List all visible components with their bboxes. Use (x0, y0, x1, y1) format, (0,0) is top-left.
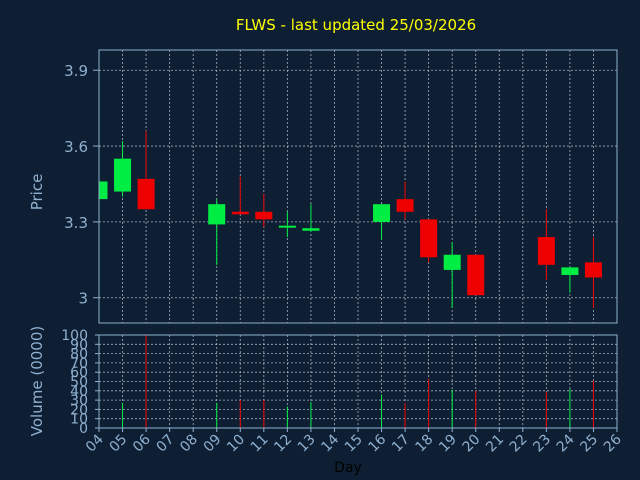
volume-tick-label: 70 (70, 356, 88, 372)
day-tick-label: 05 (106, 432, 130, 456)
day-tick-label: 18 (413, 432, 437, 456)
day-tick-label: 17 (389, 432, 413, 456)
candle-body (420, 219, 438, 258)
candles-layer (98, 130, 602, 308)
volume-bars-layer (122, 335, 594, 428)
candle (443, 242, 461, 308)
candle (373, 204, 391, 240)
x-axis-label: Day (334, 460, 362, 476)
candle (537, 209, 555, 281)
day-tick-label: 12 (271, 432, 295, 456)
day-tick-label: 20 (460, 432, 484, 456)
price-gridlines (98, 50, 618, 323)
price-tick-labels: 3 3.3 3.6 3.9 (64, 62, 99, 308)
candle-body (137, 178, 155, 210)
day-tick-label: 10 (224, 432, 248, 456)
candle-body (302, 228, 320, 231)
volume-tick-label: 90 (70, 337, 88, 353)
candle-body (373, 204, 391, 222)
candle (396, 181, 414, 220)
day-tick-label: 26 (601, 431, 625, 455)
price-axis-label: Price (28, 174, 46, 211)
candle-body (278, 225, 296, 228)
candle (561, 267, 579, 293)
day-tick-label: 06 (130, 431, 154, 455)
volume-axis-label: Volume (0000) (28, 326, 46, 436)
candle-body (584, 262, 602, 278)
candle (278, 211, 296, 238)
volume-tick-label: 50 (70, 375, 88, 391)
volume-tick-label: 80 (70, 347, 88, 363)
candle (420, 219, 438, 263)
candle-body (443, 254, 461, 270)
chart-title: FLWS - last updated 25/03/2026 (236, 16, 476, 34)
day-tick-label: 19 (436, 432, 460, 456)
candle (98, 181, 108, 200)
day-tick-label: 11 (248, 432, 272, 456)
volume-tick-label: 40 (70, 384, 88, 400)
day-tick-label: 25 (577, 432, 601, 456)
candle (255, 194, 273, 227)
candle-body (467, 254, 485, 296)
candle-body (561, 267, 579, 275)
volume-tick-label: 0 (79, 421, 88, 437)
day-tick-label: 07 (154, 432, 178, 456)
volume-gridlines (98, 334, 618, 429)
day-tick-labels: 04 05 06 07 08 09 10 11 12 13 14 15 16 17 18 19 20 21 22 23… (83, 428, 625, 455)
day-tick-label: 09 (201, 432, 225, 456)
day-tick-label: 08 (177, 432, 201, 456)
volume-tick-label: 10 (70, 412, 88, 428)
price-panel-frame (98, 49, 618, 324)
candle-body (396, 199, 414, 212)
day-tick-label: 21 (483, 432, 507, 456)
candle-body (255, 211, 273, 220)
day-tick-label: 22 (507, 432, 531, 456)
candle (231, 176, 249, 215)
candle (114, 141, 132, 197)
day-tick-label: 13 (295, 432, 319, 456)
candle-body (114, 158, 132, 192)
volume-tick-label: 20 (70, 402, 88, 418)
day-tick-label: 15 (342, 432, 366, 456)
candle (302, 204, 320, 232)
price-tick-label: 3.3 (64, 214, 88, 232)
candle-body (231, 211, 249, 215)
day-tick-label: 14 (318, 431, 342, 455)
candle (467, 254, 485, 296)
candle-body (99, 181, 108, 200)
candle (584, 237, 602, 308)
price-tick-label: 3 (78, 290, 88, 308)
price-tick-label: 3.6 (64, 138, 88, 156)
candle (137, 130, 155, 210)
candle-body (208, 204, 226, 225)
volume-tick-label: 60 (70, 365, 88, 381)
volume-tick-label: 30 (70, 393, 88, 409)
volume-tick-label: 100 (61, 328, 88, 344)
day-tick-label: 24 (554, 431, 578, 455)
candle-body (537, 237, 555, 265)
day-tick-label: 23 (530, 432, 554, 456)
price-tick-label: 3.9 (64, 62, 88, 80)
candle (208, 199, 226, 265)
day-tick-label: 16 (365, 431, 389, 455)
